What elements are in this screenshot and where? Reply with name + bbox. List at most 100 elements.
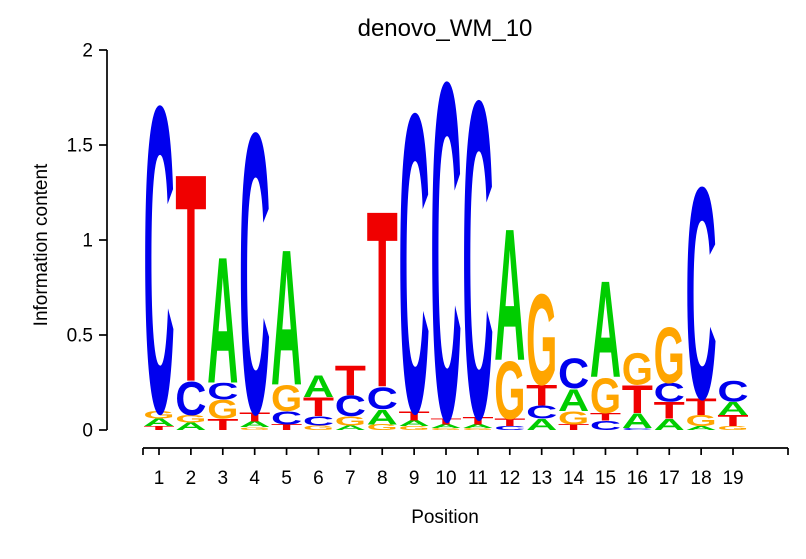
logo-letter-A-pos-17: A [654,416,685,434]
y-tick-label: 1.5 [67,136,93,157]
logo-letter-C-pos-1: C [143,14,174,504]
logo-letter-A-pos-3: A [207,219,238,421]
logo-letter-T-pos-15: T [590,411,622,423]
logo-letter-G-pos-6: G [303,424,334,431]
logo-letter-T-pos-6: T [303,392,334,422]
logo-letter-G-pos-15: G [590,368,621,424]
logo-letter-G-pos-16: G [622,344,653,395]
logo-letter-T-pos-1: T [143,425,174,431]
logo-letter-C-pos-15: C [590,418,621,433]
logo-letter-C-pos-3: C [207,378,238,405]
x-tick-label: 1 [154,468,165,489]
logo-letter-C-pos-8: C [367,381,398,416]
y-tick-label: 0.5 [67,326,93,347]
logo-letter-C-pos-17: C [654,378,685,408]
logo-letter-T-pos-19: T [717,412,748,430]
logo-letter-G-pos-4: G [239,427,270,431]
logo-letter-A-pos-11: A [462,423,493,429]
logo-letter-G-pos-2: G [175,413,206,425]
x-tick-label: 9 [409,468,420,489]
x-tick-label: 16 [627,468,648,489]
logo-letter-A-pos-2: A [175,421,206,433]
x-tick-label: 15 [595,468,616,489]
logo-letter-C-pos-18: C [686,123,717,462]
logo-letter-T-pos-13: T [526,379,557,412]
logo-letter-C-pos-6: C [303,413,334,428]
logo-letter-T-pos-16: T [622,377,653,421]
x-tick-label: 2 [186,468,197,489]
logo-letter-C-pos-13: C [526,402,557,423]
logo-letter-C-pos-19: C [717,375,748,407]
logo-letter-C-pos-12: C [494,425,525,431]
logo-letter-A-pos-9: A [399,419,430,428]
logo-letter-A-pos-4: A [239,420,270,429]
y-axis-title: Information content [31,163,52,326]
x-tick-label: 4 [249,468,260,489]
logo-letter-C-pos-5: C [271,408,302,429]
logo-letter-C-pos-9: C [399,25,430,502]
x-tick-label: 3 [217,468,228,489]
y-tick-label: 2 [82,41,93,62]
logo-letter-A-pos-13: A [526,416,557,434]
logo-letter-T-pos-7: T [335,356,367,404]
logo-letter-A-pos-16: A [622,409,653,433]
logo-letter-G-pos-12: G [494,344,525,437]
logo-letter-G-pos-1: G [143,409,174,421]
logo-letter-T-pos-10: T [430,417,461,426]
logo-letter-C-pos-7: C [335,390,366,422]
x-tick-label: 13 [531,468,552,489]
chart-title: denovo_WM_10 [358,15,533,42]
x-tick-label: 14 [563,468,585,489]
logo-letter-A-pos-7: A [335,424,366,432]
logo-letter-G-pos-19: G [717,425,748,431]
logo-letter-T-pos-3: T [207,416,238,434]
logo-letter-T-pos-17: T [654,398,685,424]
logo-letter-A-pos-14: A [558,383,589,418]
logo-letter-G-pos-5: G [271,378,302,419]
logo-letter-T-pos-4: T [239,409,270,424]
x-tick-label: 5 [281,468,292,489]
logo-letter-C-pos-11: C [462,7,493,514]
logo-letter-G-pos-14: G [558,408,589,429]
logo-letter-G-pos-13: G [526,268,557,413]
x-tick-label: 10 [435,468,456,489]
logo-letter-G-pos-8: G [367,423,398,432]
logo-letter-A-pos-1: A [143,417,174,429]
logo-letter-A-pos-15: A [590,251,621,406]
logo-letter-G-pos-11: G [462,428,493,431]
logo-letter-A-pos-18: A [686,425,717,431]
logo-letter-T-pos-14: T [558,423,589,432]
logo-letter-T-pos-9: T [399,408,430,423]
y-tick-label: 1 [82,231,93,252]
logo-letter-C-pos-4: C [239,51,270,498]
logo-letter-T-pos-12: T [494,417,526,429]
x-tick-label: 12 [499,468,520,489]
logo-letter-A-pos-8: A [367,406,398,430]
logo-letter-G-pos-3: G [207,395,238,425]
logo-letter-C-pos-2: C [175,372,206,425]
logo-letter-G-pos-18: G [686,412,717,430]
axes: 00.511.521 2 3 4 5 6 7 8 9 10 11 12 13 14 15 16 17 18 19 [67,41,789,489]
logo-letter-T-pos-8: T [367,158,398,441]
x-axis-title: Position [411,507,479,528]
y-tick-label: 0 [82,421,93,442]
logo-letter-T-pos-11: T [462,415,494,427]
logo-letter-C-pos-14: C [558,351,589,399]
x-tick-label: 19 [722,468,743,489]
logo-letter-T-pos-18: T [686,394,717,420]
x-tick-label: 17 [659,468,680,489]
logo-letter-A-pos-19: A [717,399,748,420]
logo-letter-G-pos-9: G [399,425,430,431]
logo-letter-A-pos-12: A [494,189,525,400]
logo-letter-C-pos-10: C [430,0,461,521]
logo-letter-G-pos-10: G [430,428,461,431]
x-tick-label: 11 [468,468,488,489]
x-tick-label: 6 [313,468,324,489]
x-tick-label: 18 [691,468,712,489]
logo-letter-A-pos-6: A [303,369,334,404]
logo-letter-T-pos-5: T [271,423,302,432]
logo-letter-C-pos-16: C [622,428,653,431]
